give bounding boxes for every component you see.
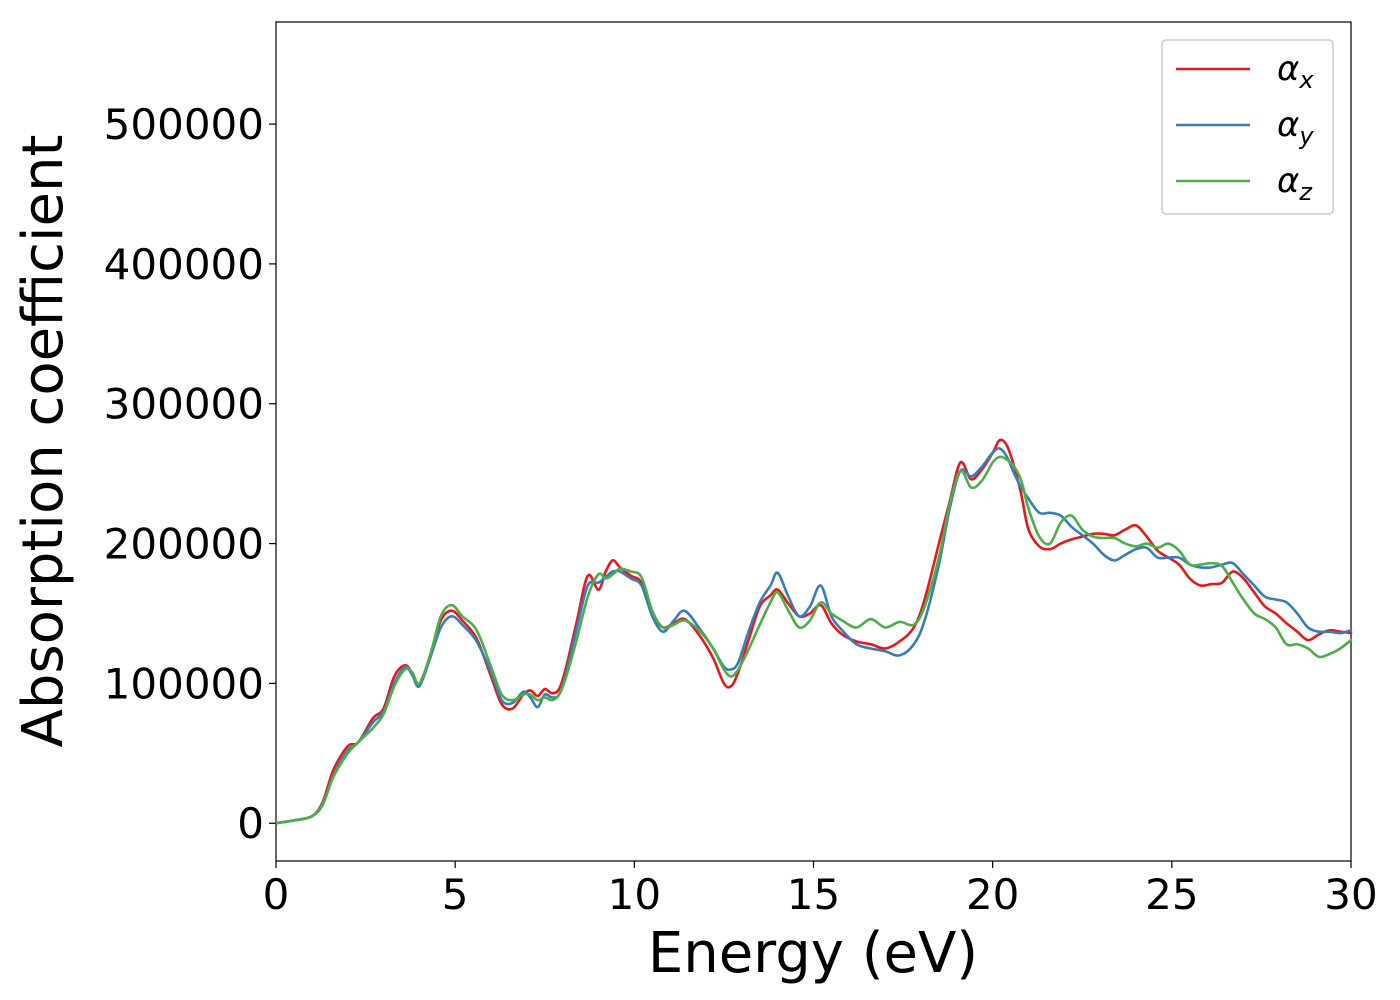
x-tick-label: 15 [787, 870, 840, 919]
x-tick-label: 10 [608, 870, 661, 919]
y-axis: 0 100000 200000 300000 400000 500000 [104, 100, 276, 848]
legend-label-z: αz [1277, 161, 1313, 206]
x-tick-label: 5 [442, 870, 469, 919]
legend: αx αy αz [1161, 39, 1334, 215]
y-tick-label: 0 [237, 799, 264, 848]
series-layer [274, 438, 1353, 825]
x-tick-label: 0 [263, 870, 290, 919]
y-tick-label: 100000 [104, 659, 264, 708]
y-axis-title: Absorption coefficient [11, 135, 76, 748]
x-tick-label: 20 [966, 870, 1019, 919]
legend-label-x: αx [1277, 49, 1314, 94]
series-line-z [274, 455, 1353, 825]
x-tick-label: 25 [1145, 870, 1198, 919]
series-line-y [274, 447, 1353, 825]
y-tick-label: 500000 [104, 100, 264, 149]
legend-label-y: αy [1277, 105, 1314, 150]
x-axis: 0 5 10 15 20 25 30 [263, 861, 1378, 919]
legend-box [1161, 39, 1334, 215]
y-tick-label: 300000 [104, 380, 264, 429]
y-tick-label: 400000 [104, 240, 264, 289]
y-tick-label: 200000 [104, 520, 264, 569]
x-axis-title: Energy (eV) [648, 921, 978, 986]
x-tick-label: 30 [1324, 870, 1377, 919]
